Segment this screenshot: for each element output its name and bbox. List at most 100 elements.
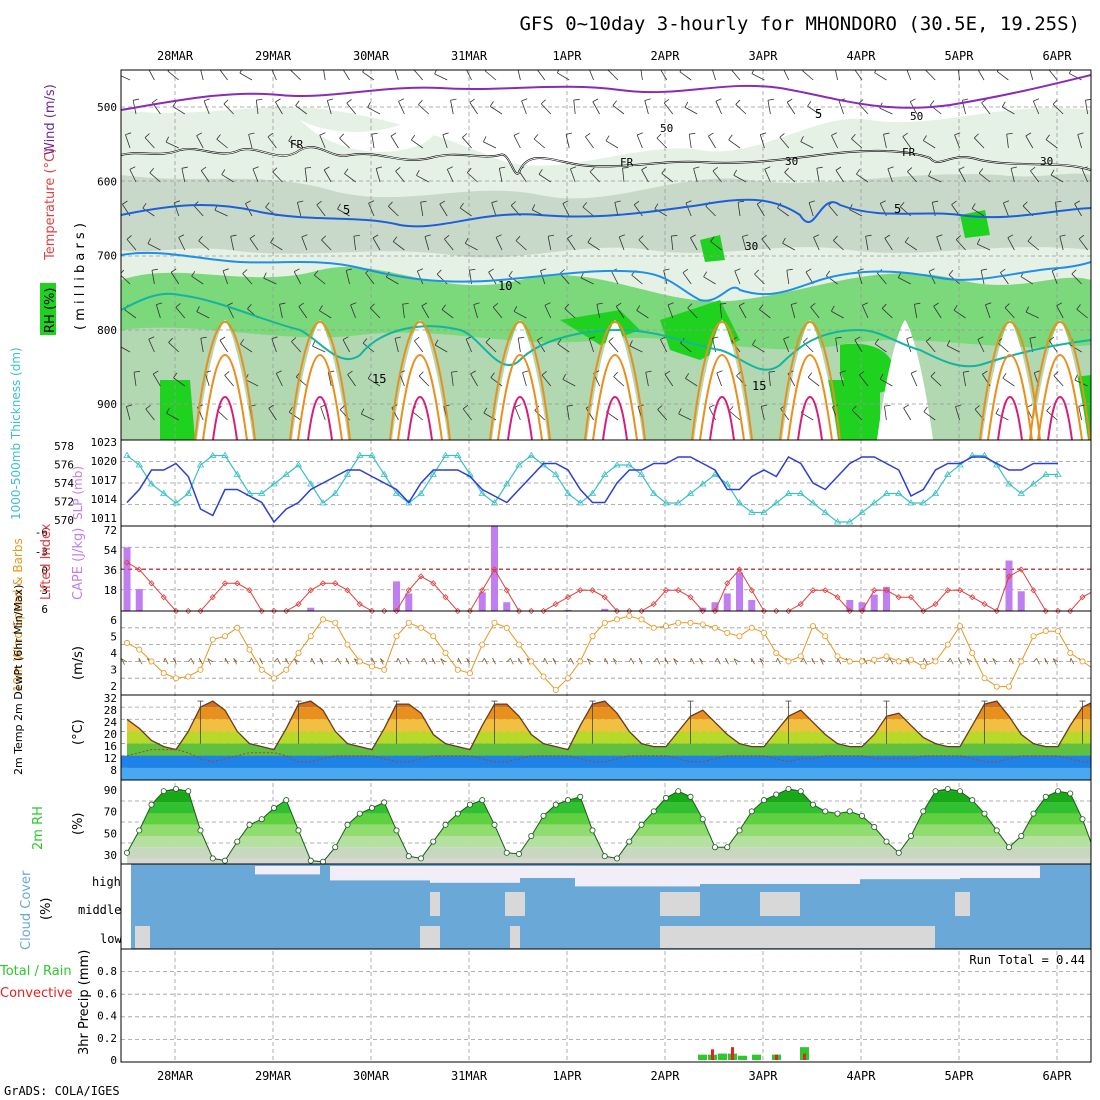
wind-barb <box>631 274 643 285</box>
wind-barb-flag <box>424 234 431 237</box>
wind-barb-flag <box>613 371 618 377</box>
wind-barb-flag <box>1045 134 1050 140</box>
wind-barb <box>297 202 302 217</box>
wind-barb-flag <box>398 98 405 102</box>
wind-barb <box>395 170 405 183</box>
wind-barb <box>304 168 308 183</box>
wind10m-point <box>332 619 339 626</box>
cloud-clear <box>520 866 575 878</box>
wind-barb-flag <box>807 372 813 378</box>
wind-barb-flag <box>1048 336 1055 341</box>
wind10m-point <box>724 629 731 636</box>
thickness-point <box>760 508 768 515</box>
wind-barb-flag <box>339 405 345 410</box>
wind-barb <box>679 71 692 81</box>
wind-barb <box>469 102 478 115</box>
li-point <box>699 607 706 615</box>
li-point <box>258 607 265 615</box>
wind-barb <box>784 172 796 183</box>
wind-barb-flag <box>436 269 442 275</box>
wind-barb-flag <box>513 132 520 136</box>
wind-barb-flag <box>175 303 181 308</box>
y-tick: 5 <box>110 631 117 644</box>
wind-barb-flag <box>973 133 979 139</box>
orange-contour <box>691 320 753 440</box>
wind10m-point <box>699 621 706 628</box>
cloud-level-low: low <box>100 932 122 946</box>
wind-barb <box>339 137 350 149</box>
li-point <box>969 594 976 601</box>
wind10m-barb-flag <box>345 658 350 665</box>
wind10m-barb-flag <box>431 657 436 665</box>
wind-barb-flag <box>955 235 961 240</box>
ylabel-rh: RH (%) <box>43 288 58 333</box>
precip-total-bar <box>752 1054 761 1060</box>
wind10m-barb-flag <box>233 658 238 665</box>
date-label: 3APR <box>749 49 779 63</box>
wind10m-barb-flag <box>457 657 462 665</box>
thickness-point <box>662 499 670 506</box>
wind-barb <box>166 412 179 421</box>
y-tick: 32 <box>104 692 117 705</box>
wind-barb-flag <box>144 133 150 138</box>
wind-barb <box>557 343 570 353</box>
wind-barb <box>1085 100 1088 115</box>
li-point <box>540 607 547 615</box>
rh2m-point <box>466 801 473 808</box>
cloud-clear <box>760 892 800 916</box>
wind-barb-flag <box>835 336 842 339</box>
cloud-clear <box>660 926 860 948</box>
wind-barb <box>444 238 454 251</box>
wind-barb-flag <box>368 200 375 204</box>
wind-barb <box>540 270 546 285</box>
thickness-point <box>331 489 339 496</box>
wind-barb <box>275 101 283 115</box>
contour-label: 10 <box>498 279 512 293</box>
y-tick: 578 <box>54 440 74 453</box>
ylabel-temp2m-unit: (°C) <box>71 719 86 745</box>
wind-barb <box>936 236 942 251</box>
wind10m-barb-flag <box>819 658 824 665</box>
wind-barb-flag <box>783 65 788 68</box>
rh2m-point <box>1042 793 1049 800</box>
cape-bar <box>491 525 498 611</box>
wind-barb-flag <box>517 65 523 66</box>
wind10m-point <box>601 619 608 626</box>
wind-barb <box>1020 276 1034 285</box>
cape-bar <box>1005 560 1013 611</box>
wind10m-barb <box>1033 658 1037 663</box>
wind-barb <box>684 106 698 115</box>
wind-barb-flag <box>1048 65 1053 69</box>
wind-barb-flag <box>395 167 401 172</box>
wind-barb-flag <box>402 302 409 305</box>
rh2m-point <box>1079 816 1086 823</box>
temp-contour-teal <box>121 292 1091 371</box>
wind-barb <box>564 308 576 319</box>
wind-barb <box>768 372 771 387</box>
wind-barb-flag <box>172 101 177 107</box>
thickness-point <box>711 470 719 477</box>
wind-barb <box>719 304 722 319</box>
thickness-point <box>613 461 621 468</box>
wind-barb <box>831 135 838 149</box>
wind-barb-flag <box>191 270 196 277</box>
li-point <box>1067 607 1074 615</box>
date-label: 1APR <box>553 1069 583 1083</box>
wind-barb-flag <box>671 235 678 237</box>
wind-barb <box>928 175 942 183</box>
wind-barb-flag <box>247 304 252 310</box>
wind-barb <box>442 134 448 149</box>
wind10m-point <box>822 633 829 640</box>
cloud-clear <box>430 866 520 883</box>
wind-barb <box>660 70 668 81</box>
wind-barb <box>682 272 692 285</box>
wind-barb <box>925 341 936 353</box>
wind-barb-flag <box>518 336 525 339</box>
wind-barb <box>705 205 716 217</box>
wind-barb-flag <box>831 132 838 136</box>
wind-barb <box>831 310 844 319</box>
rh2m-point <box>773 791 780 798</box>
wind-barb <box>394 70 399 81</box>
thickness-point <box>454 451 462 458</box>
wind-barb-flag <box>977 336 984 340</box>
